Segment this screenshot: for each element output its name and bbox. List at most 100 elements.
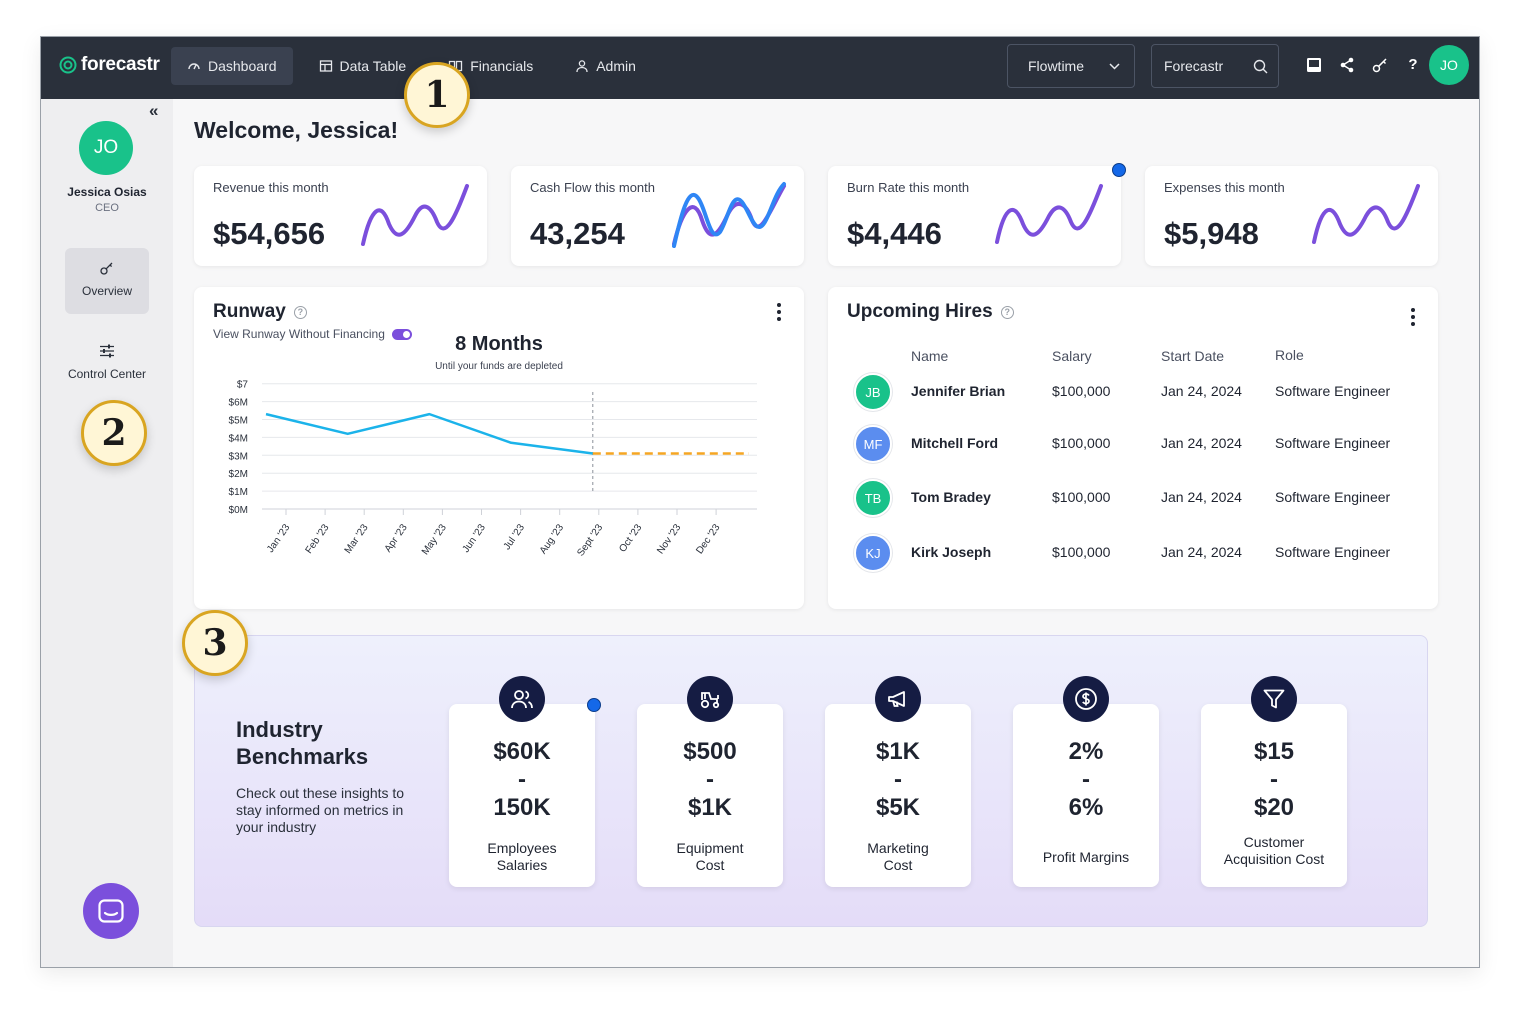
company-select[interactable]: Flowtime [1007, 44, 1135, 88]
benchmark-card-salaries[interactable]: $60K - 150K Employees Salaries [449, 704, 595, 887]
hire-salary: $100,000 [1052, 383, 1111, 399]
x-tick-label: Oct '23 [617, 522, 644, 554]
search-value: Forecastr [1164, 58, 1224, 74]
benchmark-low: $60K [493, 738, 551, 765]
x-tick-label: Nov '23 [655, 522, 684, 556]
tab-data-table[interactable]: Data Table [303, 47, 423, 85]
kpi-card-cash-flow[interactable]: Cash Flow this month 43,254 [511, 166, 804, 266]
column-header[interactable]: Role [1275, 347, 1304, 363]
benchmark-card-marketing[interactable]: $1K - $5K Marketing Cost [825, 704, 971, 887]
x-tick-label: Aug '23 [538, 522, 567, 556]
hire-salary: $100,000 [1052, 489, 1111, 505]
benchmark-label: Customer Acquisition Cost [1223, 834, 1325, 867]
forecastr-logo-icon [59, 56, 77, 74]
kpi-card-expenses[interactable]: Expenses this month $5,948 [1145, 166, 1438, 266]
benchmark-low: 2% [1068, 738, 1104, 765]
brand-logo[interactable]: forecastr [59, 54, 160, 76]
column-header[interactable]: Start Date [1161, 348, 1225, 364]
chat-support-button[interactable] [83, 883, 139, 939]
key-icon [100, 262, 113, 275]
question-icon[interactable]: ? [1000, 305, 1014, 319]
sidebar-item-overview[interactable]: Overview [65, 248, 149, 314]
tractor-icon [687, 676, 733, 722]
runway-card: Runway ? View Runway Without Financing 8… [194, 287, 804, 609]
benchmark-label: Equipment Cost [676, 840, 744, 873]
hire-name: Mitchell Ford [911, 435, 999, 451]
hire-role: Software Engineer [1275, 383, 1391, 399]
tab-label: Dashboard [208, 58, 277, 74]
benchmark-low: $500 [683, 738, 737, 765]
search-input[interactable]: Forecastr [1151, 44, 1279, 88]
benchmark-high: $1K [687, 794, 733, 821]
table-row[interactable]: KJ Kirk Joseph $100,000 Jan 24, 2024 Sof… [848, 534, 1428, 574]
gauge-icon [188, 63, 200, 70]
users-icon [499, 676, 545, 722]
revenue-sparkline [361, 184, 469, 246]
hire-name: Tom Bradey [911, 489, 991, 505]
tab-admin[interactable]: Admin [559, 47, 652, 85]
benchmark-low: $15 [1253, 738, 1295, 765]
benchmark-label: Employees Salaries [487, 840, 557, 873]
hires-more-menu[interactable] [1411, 308, 1417, 329]
sidebar-avatar[interactable]: JO [79, 121, 133, 175]
runway-months: 8 Months [455, 333, 543, 355]
y-tick-label: $0M [229, 505, 248, 516]
callout-badge-3: 3 [182, 610, 248, 676]
help-icon[interactable]: ? [1408, 56, 1418, 73]
runway-months-sub: Until your funds are depleted [435, 361, 563, 372]
search-icon [1253, 59, 1268, 73]
hire-start-date: Jan 24, 2024 [1161, 544, 1242, 560]
hires-title: Upcoming Hires ? [847, 301, 1014, 323]
benchmark-label: Marketing Cost [867, 840, 929, 873]
share-icon[interactable] [1338, 56, 1356, 76]
column-header[interactable]: Name [911, 348, 949, 364]
x-tick-label: Jul '23 [502, 522, 528, 552]
table-row[interactable]: JB Jennifer Brian $100,000 Jan 24, 2024 … [848, 373, 1428, 413]
user-icon [576, 60, 588, 73]
runway-more-menu[interactable] [777, 303, 783, 324]
benchmarks-description: Check out these insights to stay informe… [236, 785, 405, 835]
toggle-label: View Runway Without Financing [213, 327, 385, 341]
avatar[interactable]: JO [1429, 45, 1469, 85]
chat-icon [98, 899, 124, 923]
callout-badge-2: 2 [81, 400, 147, 466]
benchmark-dash: - [518, 766, 526, 793]
key-icon[interactable] [1371, 56, 1389, 76]
cash-flow-sparkline [672, 182, 786, 248]
hotspot-marker[interactable] [1112, 163, 1126, 177]
x-tick-label: Feb '23 [304, 522, 332, 556]
financing-toggle[interactable] [391, 328, 412, 340]
sidebar-item-control-center[interactable]: Control Center [55, 343, 159, 393]
kpi-card-revenue[interactable]: Revenue this month $54,656 [194, 166, 487, 266]
tab-label: Admin [596, 58, 636, 74]
collapse-sidebar-icon[interactable]: « [149, 101, 159, 120]
benchmark-card-profit-margins[interactable]: 2% - 6% Profit Margins [1013, 704, 1159, 887]
y-tick-label: $5M [229, 416, 248, 427]
benchmark-high: 150K [493, 794, 551, 821]
tab-label: Data Table [339, 58, 407, 74]
burn-rate-sparkline [995, 184, 1103, 244]
benchmark-card-equipment[interactable]: $500 - $1K Equipment Cost [637, 704, 783, 887]
tab-dashboard[interactable]: Dashboard [171, 47, 293, 85]
inbox-icon[interactable] [1305, 56, 1323, 76]
hire-start-date: Jan 24, 2024 [1161, 435, 1242, 451]
benchmark-dash: - [706, 766, 714, 793]
kpi-card-burn-rate[interactable]: Burn Rate this month $4,446 [828, 166, 1121, 266]
chevron-down-icon [1109, 62, 1120, 70]
hire-start-date: Jan 24, 2024 [1161, 383, 1242, 399]
table-row[interactable]: TB Tom Bradey $100,000 Jan 24, 2024 Soft… [848, 479, 1428, 519]
kpi-value: $4,446 [847, 216, 942, 251]
benchmark-card-cac[interactable]: $15 - $20 Customer Acquisition Cost [1201, 704, 1347, 887]
expenses-sparkline [1312, 184, 1420, 244]
funnel-icon [1251, 676, 1297, 722]
column-header[interactable]: Salary [1052, 348, 1092, 364]
runway-title-text: Runway [213, 301, 286, 322]
hotspot-marker[interactable] [587, 698, 601, 712]
question-icon[interactable]: ? [293, 305, 307, 319]
app-window: forecastr Dashboard Data Table Financial… [40, 36, 1480, 968]
kpi-label: Revenue this month [213, 180, 329, 195]
x-tick-label: Jan '23 [265, 522, 293, 555]
top-nav-bar: forecastr Dashboard Data Table Financial… [41, 37, 1479, 99]
table-row[interactable]: MF Mitchell Ford $100,000 Jan 24, 2024 S… [848, 425, 1428, 465]
user-role: CEO [95, 202, 119, 214]
